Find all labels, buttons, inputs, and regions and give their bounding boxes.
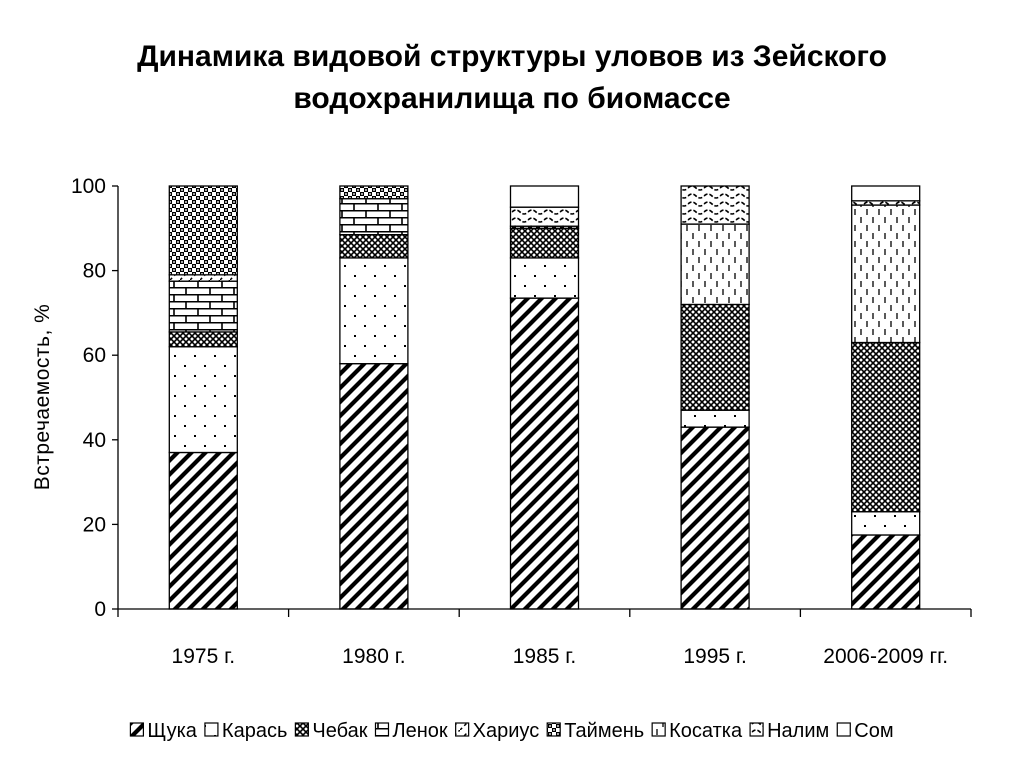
legend-label: Налим [767,720,829,742]
legend-swatch [129,722,145,737]
legend-label: Хариус [473,720,540,742]
bar-segment-чебак-1995-г [680,303,750,411]
bar-segment-щука-1985-г [509,297,580,610]
bar-segment-карась-2006-2009-гг [851,511,921,536]
bar-segment-сом-1985-г [509,185,580,208]
bar-segment-ленок-1975-г [168,280,238,333]
bar-segment-щука-1980-г [339,363,409,610]
legend-label: Таймень [564,720,644,742]
legend-swatch [455,722,470,737]
y-tick-label: 100 [71,175,106,198]
y-tick-label: 0 [94,598,106,621]
bar-segment-налим-1995-г [680,185,750,225]
chart-title-line-2: водохранилища по биомассе [293,82,731,115]
bar-segment-сом-2006-2009-гг [851,185,921,202]
legend-label: Карась [222,720,287,742]
x-tick-label: 1975 г. [172,645,235,668]
y-tick-label: 20 [83,513,106,536]
legend: Щука Карась Чебак Ленок Хариус Таймень Косатка… [129,720,894,742]
bar-segment-карась-1975-г [168,346,238,454]
y-tick-label: 60 [83,344,106,367]
x-tick-label: 1980 г. [342,645,405,668]
chart-title-line-1: Динамика видовой структуры уловов из Зей… [137,40,887,73]
bar-segment-чебак-2006-2009-гг [851,341,921,513]
legend-label: Ленок [392,720,447,742]
bar-segment-карась-1995-г [680,409,750,428]
bars-layer [168,185,921,610]
legend-label: Чебак [312,720,367,742]
chart-title: Динамика видовой структуры уловов из Зей… [0,36,1024,120]
bar-segment-чебак-1985-г [509,227,580,259]
legend-item-ленок: Ленок [374,720,448,742]
y-tick-label: 80 [83,260,106,283]
bar-segment-хариус-1975-г [168,274,238,282]
legend-item-налим: Налим [749,720,829,742]
bar-segment-ленок-1980-г [339,198,409,236]
legend-swatch [374,722,390,737]
bar-segment-чебак-1980-г [339,233,409,259]
bar-segment-таймень-1975-г [168,185,238,276]
y-tick-label: 40 [83,429,106,452]
x-tick-label: 1995 г. [683,645,746,668]
legend-swatch [749,722,764,737]
bar-segment-щука-1975-г [168,451,238,610]
axes-layer: 0 20 40 60 80 100 1975 г. 1980 г. 1985 г. 1995 г.… [71,175,972,668]
bar-segment-карась-1980-г [339,257,409,365]
bar-segment-косатка-2006-2009-гг [851,204,921,344]
bar-segment-косатка-1995-г [680,223,750,306]
legend-item-сом: Сом [836,720,894,742]
x-tick-label: 1985 г. [513,645,576,668]
legend-item-таймень: Таймень [546,720,644,742]
legend-item-чебак: Чебак [294,720,368,742]
legend-label: Сом [854,720,893,742]
bar-segment-налим-1985-г [509,206,580,227]
legend-item-карась: Карась [204,720,287,742]
legend-swatch [651,722,666,737]
legend-swatch [204,722,219,737]
legend-swatch [546,722,561,737]
legend-label: Косатка [669,720,743,742]
bar-segment-щука-1995-г [680,426,750,610]
bar-segment-щука-2006-2009-гг [851,534,921,610]
legend-item-хариус: Хариус [455,720,540,742]
bar-segment-карась-1985-г [509,257,580,299]
legend-item-косатка: Косатка [651,720,743,742]
legend-item-щука: Щука [129,720,198,742]
bar-segment-таймень-1980-г [339,185,409,200]
bar-segment-чебак-1975-г [168,331,238,348]
legend-label: Щука [147,720,197,742]
legend-swatch [294,722,309,737]
legend-swatch [836,722,851,737]
x-tick-label: 2006-2009 гг. [823,645,948,668]
